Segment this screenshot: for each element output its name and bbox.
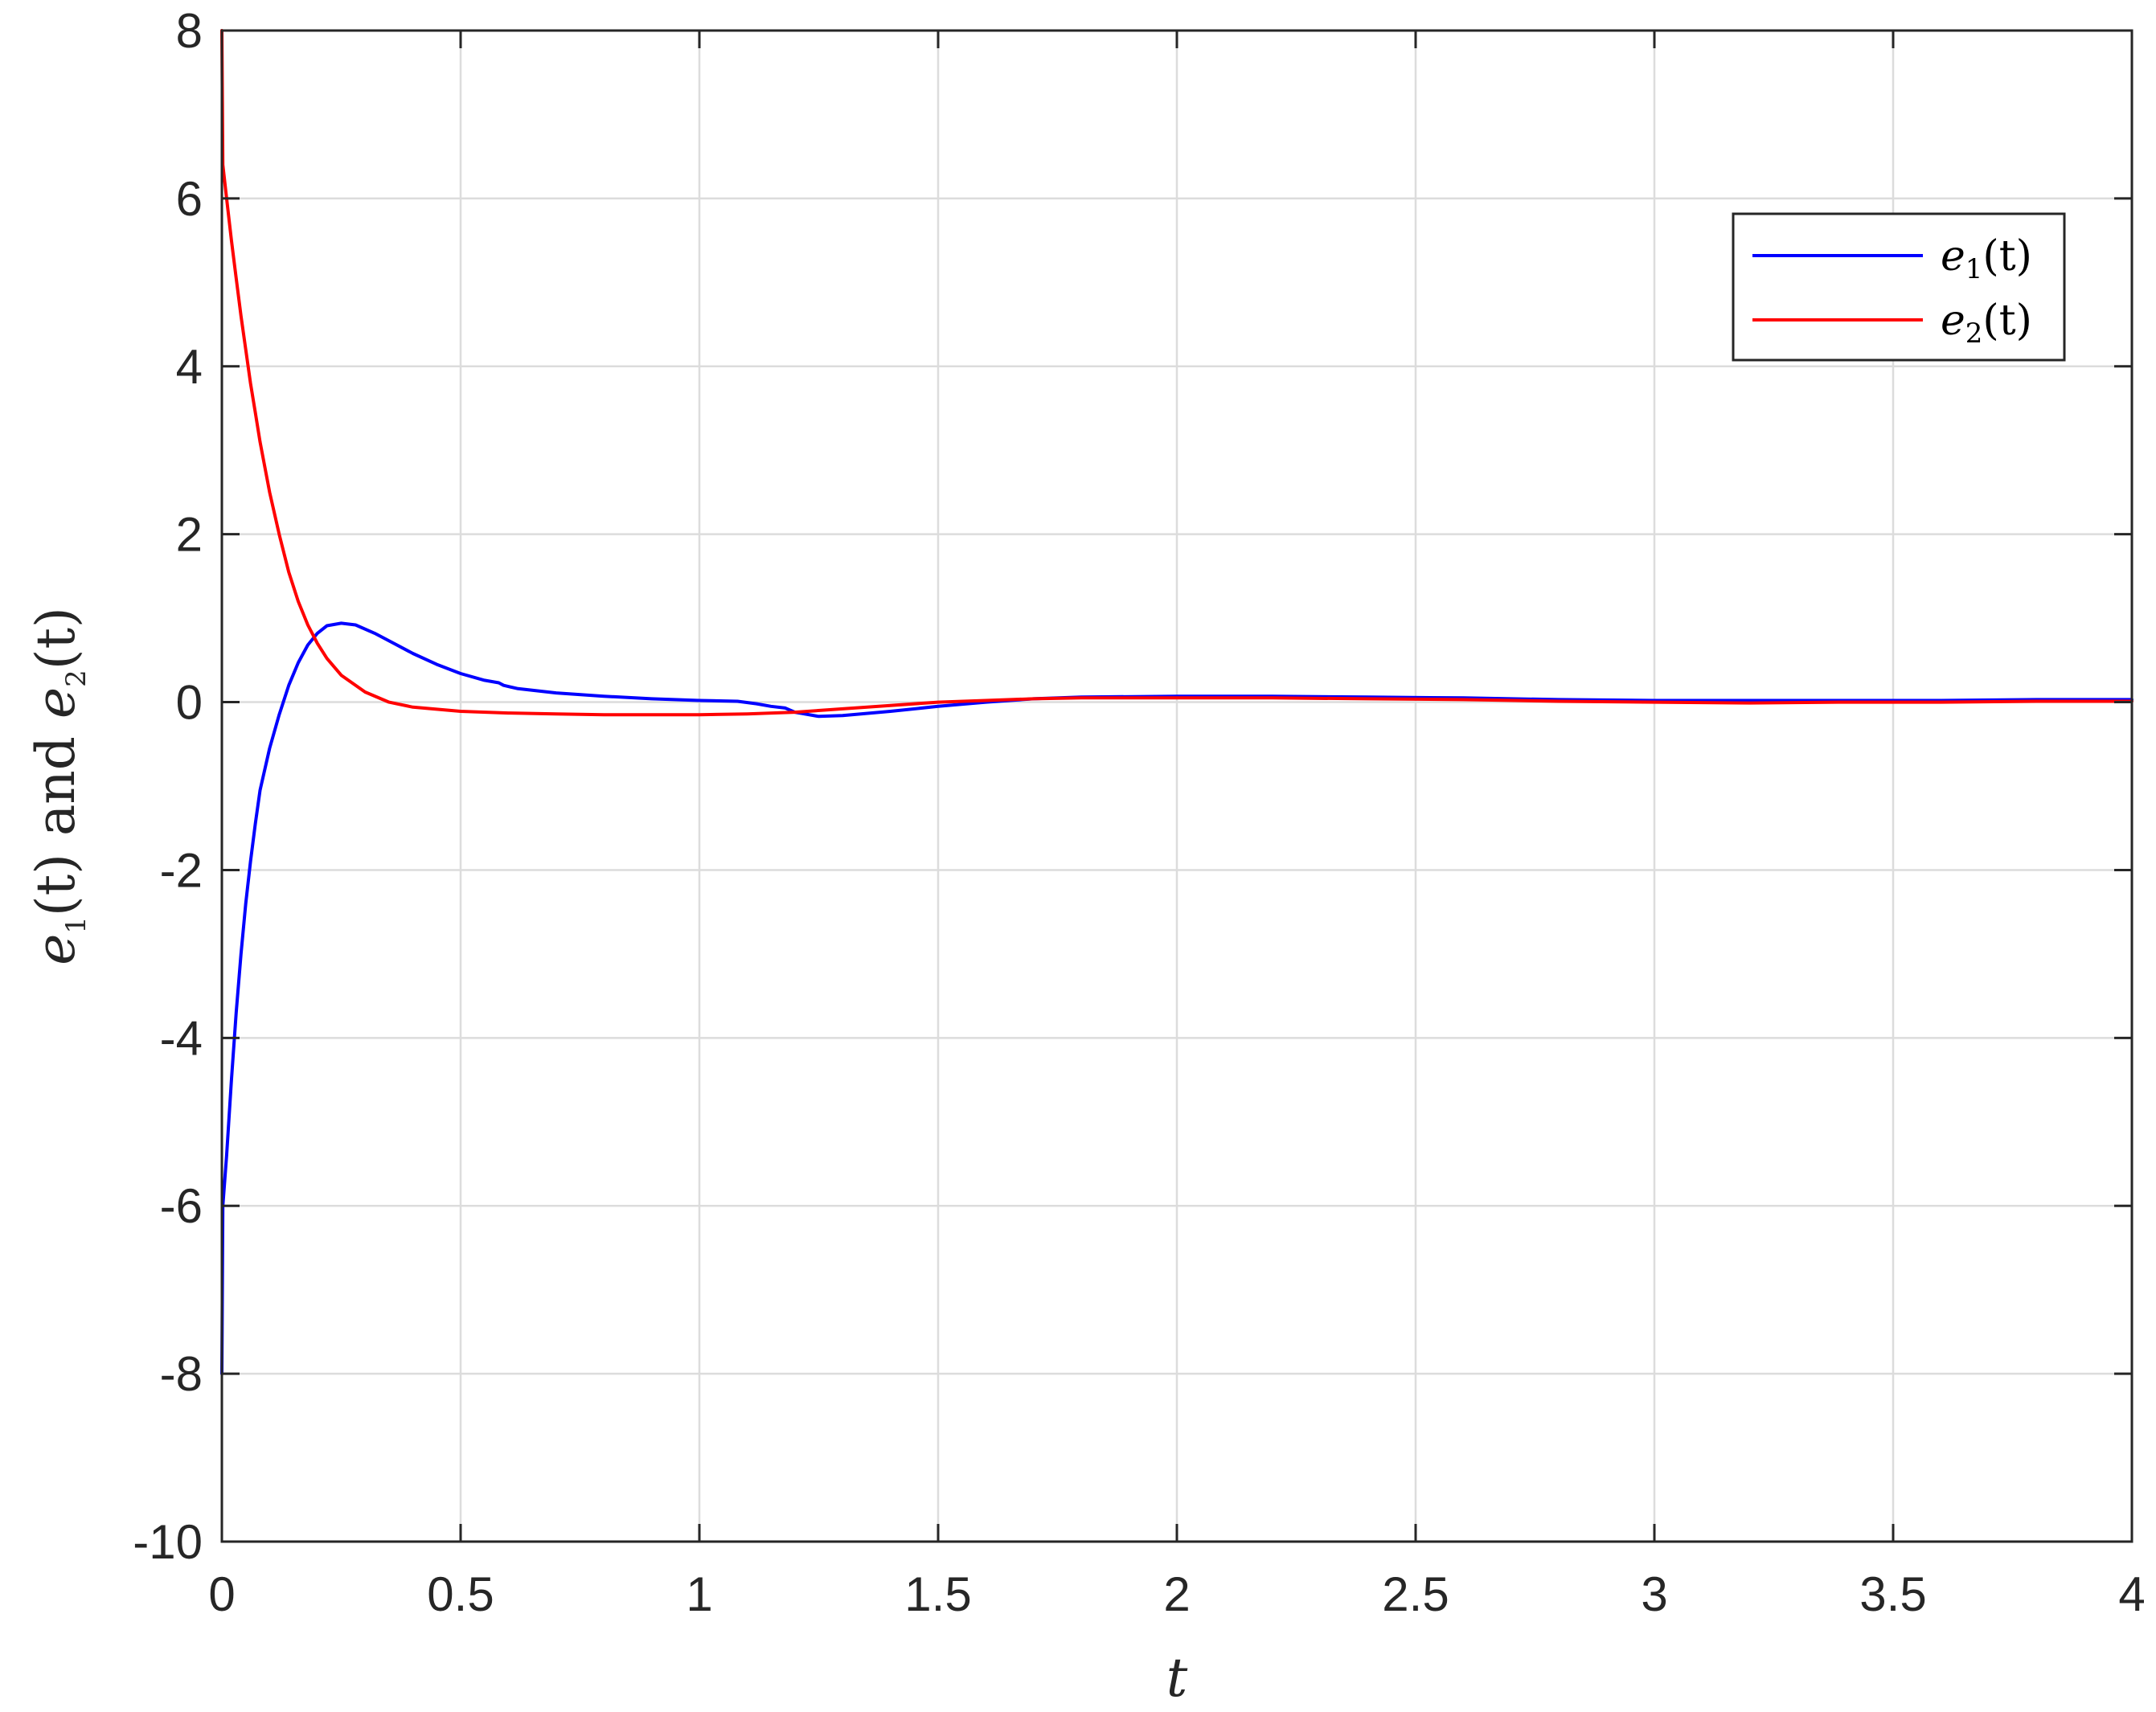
x-tick-label: 4 <box>2118 1567 2145 1621</box>
y-tick-label: 0 <box>176 676 203 730</box>
y-tick-label: -8 <box>160 1347 203 1401</box>
legend-box <box>1732 212 2066 362</box>
y-tick-labels: 8 6 4 2 0 -2 -4 -6 -8 -10 <box>133 4 203 1569</box>
y-tick-label: 4 <box>176 340 203 394</box>
x-tick-label: 1 <box>686 1567 712 1621</box>
legend: e1(t) e2(t) <box>1732 212 2066 362</box>
y-tick-label: 8 <box>176 4 203 58</box>
y-tick-label: 6 <box>176 172 203 226</box>
legend-label-e2: e2(t) <box>1941 297 2032 350</box>
x-tick-label: 3.5 <box>1859 1567 1926 1621</box>
x-tick-label: 0.5 <box>427 1567 494 1621</box>
y-tick-label: -6 <box>160 1179 203 1233</box>
x-tick-label: 0 <box>208 1567 235 1621</box>
tick-marks <box>220 29 2133 1543</box>
series-line-e2 <box>220 29 2133 717</box>
legend-label-e1: e1(t) <box>1941 232 2032 285</box>
y-axis-label: e1(t)ande2(t) <box>25 607 92 965</box>
x-tick-label: 2.5 <box>1382 1567 1449 1621</box>
y-tick-label: -4 <box>160 1011 203 1065</box>
x-tick-label: 1.5 <box>904 1567 971 1621</box>
y-tick-label: -2 <box>160 843 203 897</box>
x-tick-labels: 0 0.5 1 1.5 2 2.5 3 3.5 4 <box>208 1567 2145 1621</box>
x-tick-label: 3 <box>1641 1567 1667 1621</box>
x-tick-label: 2 <box>1163 1567 1190 1621</box>
x-axis-label: t <box>1166 1647 1188 1709</box>
series-line-e1 <box>220 621 2133 1376</box>
y-tick-label: 2 <box>176 508 203 562</box>
y-tick-label: -10 <box>133 1515 203 1569</box>
series-layer <box>220 29 2133 1376</box>
